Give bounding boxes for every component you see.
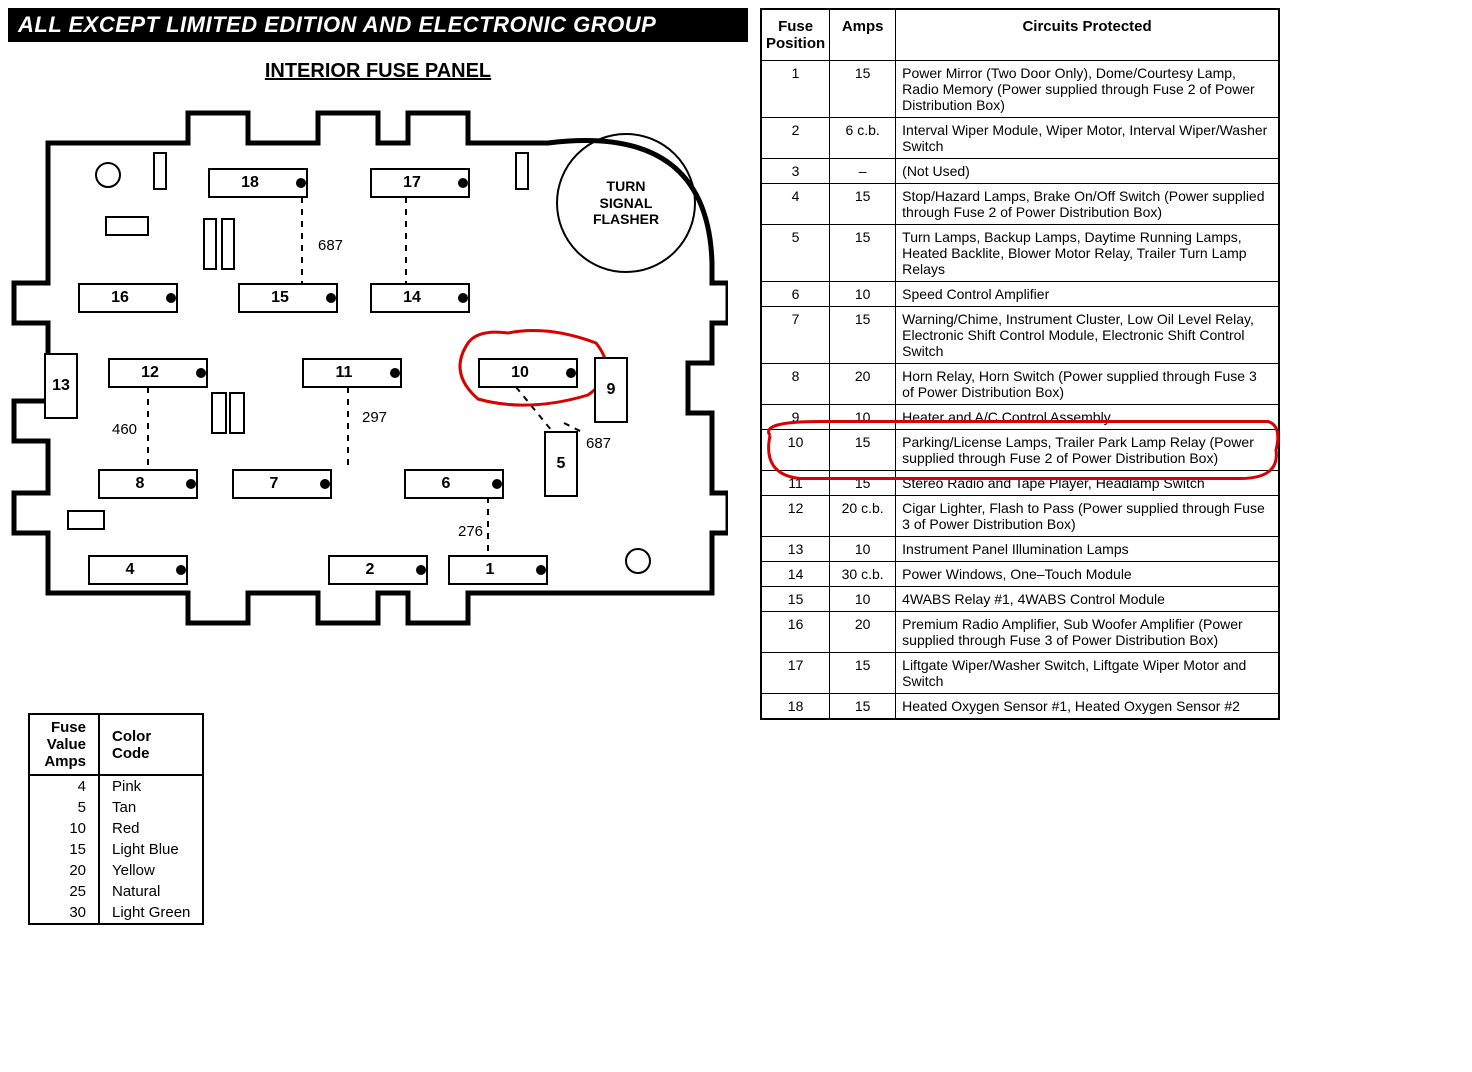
fuse-panel-diagram: 18 17 16 15 14 12 11 10 8 7 6 4 21 13 95 687 460 297 687… <box>8 93 728 653</box>
circuits-row: 1115Stereo Radio and Tape Player, Headla… <box>761 471 1279 496</box>
wire-label: 687 <box>318 237 343 254</box>
fuse-15: 15 <box>238 283 338 313</box>
color-code-row: 25Natural <box>29 881 203 902</box>
fuse-14: 14 <box>370 283 470 313</box>
circuits-row: 1620Premium Radio Amplifier, Sub Woofer … <box>761 612 1279 653</box>
circuits-row: 515Turn Lamps, Backup Lamps, Daytime Run… <box>761 225 1279 282</box>
fuse-11: 11 <box>302 358 402 388</box>
circuits-row: 715Warning/Chime, Instrument Cluster, Lo… <box>761 307 1279 364</box>
fuse-9: 9 <box>594 357 628 423</box>
circuits-header-pos: Fuse Position <box>761 9 830 61</box>
circuits-row: 1430 c.b.Power Windows, One–Touch Module <box>761 562 1279 587</box>
color-code-row: 15Light Blue <box>29 839 203 860</box>
circuits-row: 1715Liftgate Wiper/Washer Switch, Liftga… <box>761 653 1279 694</box>
wire-label: 460 <box>112 421 137 438</box>
fuse-7: 7 <box>232 469 332 499</box>
color-code-row: 30Light Green <box>29 902 203 924</box>
circuits-row: 1310Instrument Panel Illumination Lamps <box>761 537 1279 562</box>
fuse-17: 17 <box>370 168 470 198</box>
banner-title: ALL EXCEPT LIMITED EDITION AND ELECTRONI… <box>8 8 748 42</box>
circuits-row: 415Stop/Hazard Lamps, Brake On/Off Switc… <box>761 184 1279 225</box>
circuits-row: 820Horn Relay, Horn Switch (Power suppli… <box>761 364 1279 405</box>
color-code-table: FuseValueAmps ColorCode 4Pink5Tan10Red15… <box>28 713 204 925</box>
fuse-4: 4 <box>88 555 188 585</box>
fuse-18: 18 <box>208 168 308 198</box>
fuse-16: 16 <box>78 283 178 313</box>
circuits-row: 26 c.b.Interval Wiper Module, Wiper Moto… <box>761 118 1279 159</box>
fuse-5: 5 <box>544 431 578 497</box>
circuits-row: 3–(Not Used) <box>761 159 1279 184</box>
circuits-table: Fuse Position Amps Circuits Protected 11… <box>760 8 1280 720</box>
color-code-row: 5Tan <box>29 797 203 818</box>
color-code-row: 4Pink <box>29 775 203 797</box>
fuse-13: 13 <box>44 353 78 419</box>
fuse-1: 1 <box>448 555 548 585</box>
circuits-header-desc: Circuits Protected <box>896 9 1279 61</box>
circuits-row: 1220 c.b.Cigar Lighter, Flash to Pass (P… <box>761 496 1279 537</box>
flasher-label: TURNSIGNALFLASHER <box>593 178 659 228</box>
circuits-row: 15104WABS Relay #1, 4WABS Control Module <box>761 587 1279 612</box>
color-code-row: 10Red <box>29 818 203 839</box>
fuse-12: 12 <box>108 358 208 388</box>
fuse-10: 10 <box>478 358 578 388</box>
fuse-6: 6 <box>404 469 504 499</box>
wire-label: 276 <box>458 523 483 540</box>
fuse-2: 2 <box>328 555 428 585</box>
wire-label: 297 <box>362 409 387 426</box>
circuits-row: 115Power Mirror (Two Door Only), Dome/Co… <box>761 61 1279 118</box>
panel-title: INTERIOR FUSE PANEL <box>8 60 748 83</box>
circuits-row: 910Heater and A/C Control Assembly <box>761 405 1279 430</box>
fuse-8: 8 <box>98 469 198 499</box>
color-code-header-amps: FuseValueAmps <box>29 714 99 775</box>
wire-label: 687 <box>586 435 611 452</box>
color-code-row: 20Yellow <box>29 860 203 881</box>
circuits-row: 1815Heated Oxygen Sensor #1, Heated Oxyg… <box>761 694 1279 720</box>
circuits-row: 610Speed Control Amplifier <box>761 282 1279 307</box>
circuits-header-amps: Amps <box>830 9 896 61</box>
turn-signal-flasher: TURNSIGNALFLASHER <box>556 133 696 273</box>
color-code-header-color: ColorCode <box>99 714 203 775</box>
circuits-row: 1015Parking/License Lamps, Trailer Park … <box>761 430 1279 471</box>
